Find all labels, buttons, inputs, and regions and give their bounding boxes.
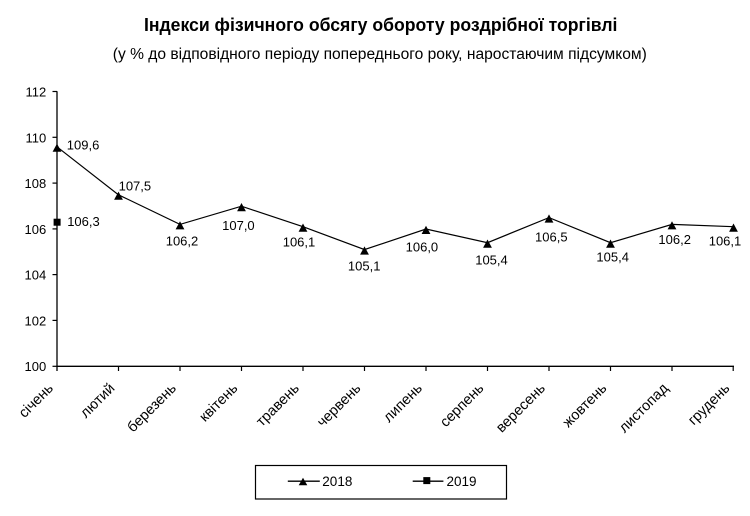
- svg-text:109,6: 109,6: [67, 138, 100, 153]
- svg-text:100: 100: [24, 359, 46, 374]
- svg-text:Індекси фізичного обсягу оборо: Індекси фізичного обсягу обороту роздріб…: [144, 15, 618, 35]
- svg-text:106,0: 106,0: [406, 240, 439, 255]
- svg-text:106: 106: [24, 222, 46, 237]
- svg-text:106,2: 106,2: [166, 233, 199, 248]
- svg-text:106,1: 106,1: [709, 234, 742, 249]
- svg-text:107,5: 107,5: [119, 178, 152, 193]
- svg-text:107,0: 107,0: [222, 218, 255, 233]
- svg-text:106,3: 106,3: [67, 214, 100, 229]
- svg-text:106,5: 106,5: [535, 229, 568, 244]
- svg-text:2018: 2018: [322, 474, 352, 489]
- svg-text:112: 112: [25, 85, 46, 100]
- svg-text:(у % до відповідного періоду п: (у % до відповідного періоду попередньог…: [113, 46, 647, 63]
- svg-text:110: 110: [25, 130, 46, 145]
- svg-text:108: 108: [24, 176, 46, 191]
- svg-text:105,1: 105,1: [348, 259, 381, 274]
- svg-text:106,2: 106,2: [658, 232, 691, 247]
- svg-text:105,4: 105,4: [596, 249, 629, 264]
- svg-text:2019: 2019: [447, 474, 477, 489]
- svg-text:104: 104: [24, 268, 46, 283]
- svg-text:106,1: 106,1: [283, 234, 316, 249]
- svg-text:105,4: 105,4: [475, 253, 508, 268]
- svg-text:102: 102: [24, 313, 46, 328]
